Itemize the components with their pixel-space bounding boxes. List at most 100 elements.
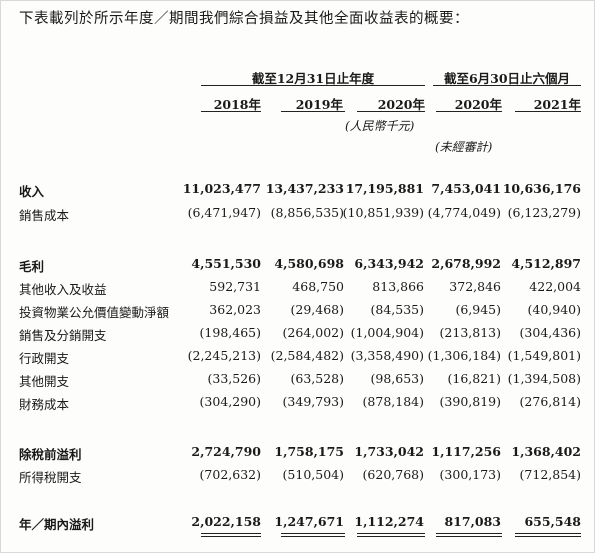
row-value: 10,636,176 <box>502 181 581 196</box>
row-value: (702,632) <box>199 467 261 482</box>
row-value: 422,004 <box>529 279 581 294</box>
table-row: 除稅前溢利 2,724,790 1,758,175 1,733,042 1,117,25… <box>1 444 595 464</box>
row-value: (98,653) <box>370 371 425 386</box>
total-double-rule <box>201 533 261 537</box>
row-value: 655,548 <box>524 514 581 529</box>
row-value: (33,526) <box>207 371 262 386</box>
row-value: 2,724,790 <box>191 444 261 459</box>
row-value: (16,821) <box>447 371 502 386</box>
year-header: 2021年 <box>533 97 581 112</box>
row-value: (2,584,482) <box>270 348 344 363</box>
row-value: (4,774,049) <box>427 205 501 220</box>
row-value: 592,731 <box>209 279 261 294</box>
row-label: 其他收入及收益 <box>19 282 107 297</box>
year-header-rule <box>281 111 345 112</box>
row-label: 毛利 <box>19 259 45 274</box>
row-value: (390,819) <box>439 394 501 409</box>
row-value: (349,793) <box>282 394 344 409</box>
year-header: 2020年 <box>454 97 502 112</box>
row-value: 11,023,477 <box>182 181 261 196</box>
row-value: 4,512,897 <box>511 256 581 271</box>
row-value: (276,814) <box>519 394 581 409</box>
row-value: (10,851,939) <box>342 205 424 220</box>
row-label: 其他開支 <box>19 374 70 389</box>
row-value: (8,856,535) <box>270 205 344 220</box>
row-value: 17,195,881 <box>345 181 424 196</box>
header-half-group: 截至6月30日止六個月 <box>443 71 571 86</box>
row-value: 817,083 <box>444 514 501 529</box>
row-value: (198,465) <box>199 325 261 340</box>
row-label: 所得稅開支 <box>19 470 82 485</box>
row-value: (84,535) <box>370 302 425 317</box>
year-header: 2018年 <box>213 97 261 112</box>
row-label: 行政開支 <box>19 351 70 366</box>
row-value: (264,002) <box>282 325 344 340</box>
row-label: 銷售成本 <box>19 208 70 223</box>
row-value: (1,306,184) <box>427 348 501 363</box>
row-value: (213,813) <box>439 325 501 340</box>
row-value: (29,468) <box>290 302 345 317</box>
row-label: 收入 <box>19 184 45 199</box>
year-header-rule <box>515 111 581 112</box>
row-value: 7,453,041 <box>431 181 501 196</box>
row-value: (510,504) <box>282 467 344 482</box>
row-value: (1,549,801) <box>507 348 581 363</box>
total-double-rule <box>357 533 425 537</box>
row-value: (63,528) <box>290 371 345 386</box>
row-value: 1,733,042 <box>354 444 424 459</box>
table-row: 所得稅開支 (702,632) (510,504) (620,768) (300,173… <box>1 467 595 487</box>
table-row: 投資物業公允價值變動淨額 362,023 (29,468) (84,535) (6,94… <box>1 302 595 322</box>
year-header-rule <box>357 111 425 112</box>
row-value: (1,394,508) <box>507 371 581 386</box>
total-double-rule <box>281 533 345 537</box>
table-row: 收入 11,023,477 13,437,233 17,195,881 7,453,04… <box>1 181 595 201</box>
table-row: 年／期內溢利 2,022,158 1,247,671 1,112,274 817,083… <box>1 514 595 534</box>
row-value: (6,945) <box>455 302 501 317</box>
total-double-rule <box>515 533 581 537</box>
year-header-rule <box>201 111 261 112</box>
year-header: 2020年 <box>377 97 425 112</box>
row-value: 813,866 <box>372 279 424 294</box>
year-header-rule <box>436 111 502 112</box>
row-value: (2,245,213) <box>187 348 261 363</box>
row-label: 銷售及分銷開支 <box>19 328 107 343</box>
row-value: (1,004,904) <box>350 325 424 340</box>
row-label: 除稅前溢利 <box>19 447 82 462</box>
row-value: 468,750 <box>292 279 344 294</box>
header-year-group: 截至12月31日止年度 <box>251 71 375 86</box>
row-value: 1,758,175 <box>274 444 344 459</box>
row-value: (304,290) <box>199 394 261 409</box>
row-value: (3,358,490) <box>350 348 424 363</box>
row-value: 6,343,942 <box>354 256 424 271</box>
row-value: 4,551,530 <box>191 256 261 271</box>
row-value: (620,768) <box>362 467 424 482</box>
row-value: (6,123,279) <box>507 205 581 220</box>
row-value: 1,368,402 <box>511 444 581 459</box>
table-row: 財務成本 (304,290) (349,793) (878,184) (390,819)… <box>1 394 595 414</box>
row-value: 1,112,274 <box>354 514 424 529</box>
table-row: 行政開支 (2,245,213) (2,584,482) (3,358,490) (1,… <box>1 348 595 368</box>
row-value: 1,117,256 <box>431 444 501 459</box>
row-value: 2,678,992 <box>431 256 501 271</box>
row-value: (304,436) <box>519 325 581 340</box>
header-year-group-rule <box>201 85 425 86</box>
row-value: 1,247,671 <box>274 514 344 529</box>
row-label: 財務成本 <box>19 397 70 412</box>
row-value: 362,023 <box>209 302 261 317</box>
row-value: (40,940) <box>527 302 582 317</box>
unaudited-label: (未經審計) <box>435 140 493 154</box>
table-row: 其他開支 (33,526) (63,528) (98,653) (16,821) (1,3… <box>1 371 595 391</box>
intro-text: 下表載列於所示年度／期間我們綜合損益及其他全面收益表的概要： <box>19 11 469 27</box>
row-label: 投資物業公允價值變動淨額 <box>19 305 170 320</box>
row-value: (6,471,947) <box>187 205 261 220</box>
row-value: (300,173) <box>439 467 501 482</box>
table-row: 其他收入及收益 592,731 468,750 813,866 372,846 422,0… <box>1 279 595 299</box>
table-row: 銷售成本 (6,471,947) (8,856,535) (10,851,939) (4… <box>1 205 595 225</box>
table-row: 銷售及分銷開支 (198,465) (264,002) (1,004,904) (213… <box>1 325 595 345</box>
year-header: 2019年 <box>295 97 343 112</box>
row-value: (712,854) <box>519 467 581 482</box>
row-label: 年／期內溢利 <box>19 517 95 532</box>
unit-label: (人民幣千元) <box>345 119 415 133</box>
row-value: 4,580,698 <box>274 256 344 271</box>
row-value: 13,437,233 <box>265 181 344 196</box>
